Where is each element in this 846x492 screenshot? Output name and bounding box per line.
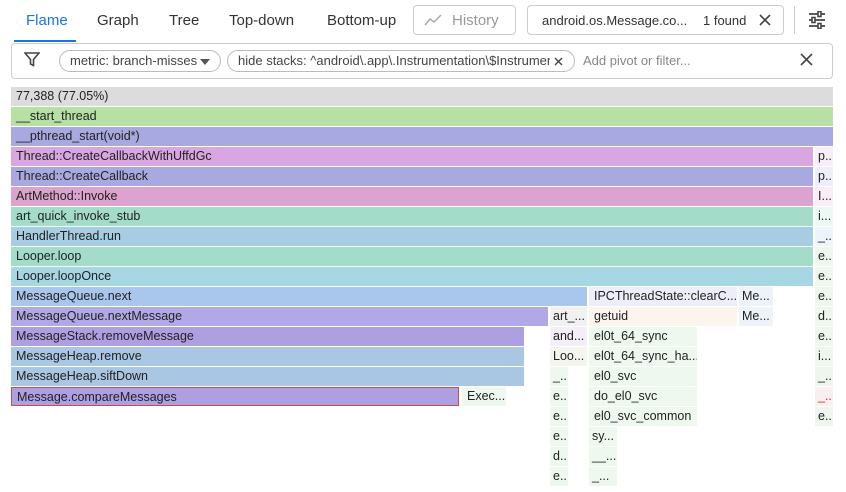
filter-bar: [11, 43, 833, 79]
filter-chip[interactable]: metric: branch-misses: [59, 50, 221, 72]
flame-frame[interactable]: d...: [550, 447, 568, 466]
tab[interactable]: Flame: [26, 12, 68, 29]
flame-frame[interactable]: el0t_64_sync_ha...: [589, 347, 697, 366]
flame-frame[interactable]: MessageHeap.remove: [11, 347, 524, 366]
flame-frame[interactable]: art_quick_invoke_stub: [11, 207, 813, 226]
flame-frame[interactable]: p...: [815, 167, 833, 186]
flame-frame[interactable]: IPCThreadState::clearC...: [589, 287, 737, 306]
flame-frame[interactable]: Me...: [739, 287, 773, 306]
flame-frame[interactable]: Looper.loop: [11, 247, 813, 266]
history-button[interactable]: History: [413, 5, 516, 35]
flame-frame[interactable]: sy...: [589, 427, 617, 446]
flame-frame[interactable]: Looper.loopOnce: [11, 267, 813, 286]
flame-frame[interactable]: Me...: [739, 307, 773, 326]
chip-label: hide stacks: ^android\.app\.Instrumentat…: [238, 53, 550, 68]
flame-frame[interactable]: __...: [589, 447, 617, 466]
tab[interactable]: Bottom-up: [327, 12, 397, 29]
flame-frame[interactable]: HandlerThread.run: [11, 227, 813, 246]
flame-frame[interactable]: _...: [815, 367, 833, 386]
flame-frame[interactable]: _...: [589, 467, 617, 486]
chip-label: metric: branch-misses: [70, 53, 198, 68]
dropdown-icon: [200, 59, 210, 65]
flame-frame[interactable]: I...: [815, 187, 833, 206]
flame-frame[interactable]: and...: [550, 327, 587, 346]
flame-frame[interactable]: Thread::CreateCallback: [11, 167, 813, 186]
flame-frame[interactable]: _...: [815, 387, 833, 406]
flame-frame[interactable]: do_el0_svc: [589, 387, 697, 406]
flame-frame[interactable]: e...: [815, 267, 833, 286]
flame-frame[interactable]: Message.compareMessages: [11, 387, 459, 406]
flame-frame[interactable]: e...: [815, 407, 833, 426]
search-result: 1 found: [703, 13, 747, 28]
search-box[interactable]: android.os.Message.co... 1 found: [527, 5, 784, 35]
flame-frame[interactable]: e...: [550, 427, 568, 446]
flame-frame[interactable]: i...: [815, 207, 833, 226]
flame-frame[interactable]: el0_svc_common: [589, 407, 697, 426]
flame-frame[interactable]: __start_thread: [11, 107, 833, 126]
tab[interactable]: Graph: [97, 12, 139, 29]
flame-frame[interactable]: el0t_64_sync: [589, 327, 697, 346]
flame-frame[interactable]: ArtMethod::Invoke: [11, 187, 813, 206]
flame-frame[interactable]: el0_svc: [589, 367, 697, 386]
flame-frame[interactable]: e...: [550, 467, 568, 486]
filter-icon: [24, 52, 40, 67]
tab-underline: [14, 40, 76, 42]
flame-frame[interactable]: MessageQueue.nextMessage: [11, 307, 548, 326]
flame-frame[interactable]: 77,388 (77.05%): [11, 87, 833, 106]
flame-frame[interactable]: MessageHeap.siftDown: [11, 367, 524, 386]
remove-chip[interactable]: [554, 57, 563, 66]
filter-input[interactable]: Add pivot or filter...: [583, 53, 691, 68]
settings-icon[interactable]: [808, 11, 826, 29]
flame-frame[interactable]: e...: [815, 247, 833, 266]
search-query: android.os.Message.co...: [542, 13, 688, 28]
history-icon: [424, 14, 442, 26]
flame-frame[interactable]: MessageStack.removeMessage: [11, 327, 524, 346]
history-label: History: [452, 12, 499, 29]
filter-chip[interactable]: hide stacks: ^android\.app\.Instrumentat…: [227, 50, 575, 72]
tab[interactable]: Top-down: [229, 12, 295, 29]
flame-frame[interactable]: Thread::CreateCallbackWithUffdGc: [11, 147, 813, 166]
flame-frame[interactable]: i...: [815, 347, 833, 366]
flame-frame[interactable]: e...: [550, 407, 568, 426]
flame-frame[interactable]: p...: [815, 147, 833, 166]
flame-frame[interactable]: Loo...: [550, 347, 587, 366]
flame-frame[interactable]: Exec...: [462, 387, 506, 406]
flame-frame[interactable]: _...: [550, 367, 568, 386]
flame-frame[interactable]: _...: [815, 227, 833, 246]
flame-frame[interactable]: getuid: [589, 307, 737, 326]
tab[interactable]: Tree: [169, 12, 200, 29]
flame-frame[interactable]: e...: [550, 387, 568, 406]
clear-search[interactable]: [759, 14, 771, 26]
flame-frame[interactable]: e...: [815, 287, 833, 306]
clear-filters[interactable]: [800, 53, 813, 66]
flame-frame[interactable]: art_...: [550, 307, 587, 326]
divider: [794, 6, 795, 34]
flame-frame[interactable]: __pthread_start(void*): [11, 127, 833, 146]
flame-frame[interactable]: MessageQueue.next: [11, 287, 587, 306]
flame-frame[interactable]: e...: [815, 327, 833, 346]
flame-frame[interactable]: d...: [815, 307, 833, 326]
